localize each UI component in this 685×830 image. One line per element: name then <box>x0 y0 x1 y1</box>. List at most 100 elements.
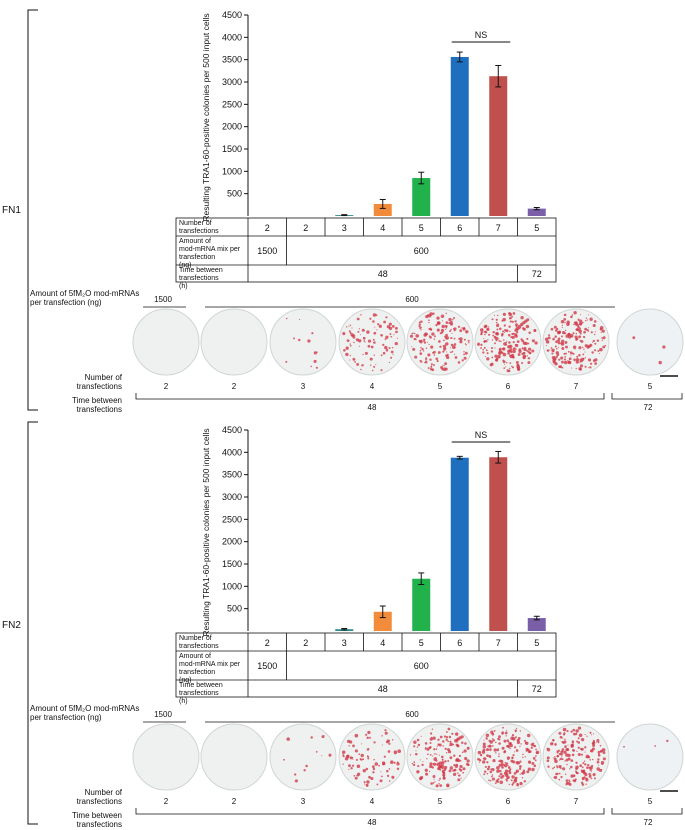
colony-dot <box>465 343 467 346</box>
colony-dot <box>520 781 522 784</box>
colony-dot <box>392 354 394 356</box>
colony-dot <box>527 767 532 771</box>
bar <box>489 457 508 631</box>
colony-dot <box>488 333 491 336</box>
colony-dot <box>580 781 584 784</box>
colony-dot <box>570 774 574 778</box>
colony-dot <box>364 341 366 343</box>
wells-num-value: 7 <box>574 382 579 391</box>
colony-dot <box>439 784 443 787</box>
colony-dot <box>586 319 589 321</box>
colony-dot <box>349 331 352 334</box>
colony-dot <box>344 757 349 761</box>
colony-dot <box>436 316 440 320</box>
bar <box>412 178 431 216</box>
colony-dot <box>425 746 427 749</box>
colony-dot <box>547 336 551 340</box>
table-frame <box>175 632 557 698</box>
colony-dot <box>348 768 350 770</box>
colony-dot <box>495 331 499 336</box>
colony-dot <box>462 767 466 771</box>
colony-dot <box>513 772 517 775</box>
colony-dot <box>442 771 445 774</box>
colony-dot <box>485 349 488 352</box>
colony-dot <box>554 775 558 780</box>
colony-dot <box>482 348 485 351</box>
colony-dot <box>576 740 579 743</box>
colony-dot <box>559 759 561 761</box>
colony-dot <box>492 759 496 763</box>
colony-dot <box>346 339 350 343</box>
colony-dot <box>396 762 400 766</box>
colony-dot <box>564 352 567 355</box>
colony-dot <box>435 357 439 361</box>
colony-dot <box>545 340 550 344</box>
colony-dot <box>575 357 580 362</box>
colony-dot <box>570 765 573 769</box>
colony-dot <box>512 754 515 757</box>
colony-dot <box>483 337 485 340</box>
colony-dot <box>565 748 569 752</box>
colony-dot <box>490 350 494 353</box>
colony-dot <box>574 335 578 339</box>
wells-num-value: 4 <box>370 382 375 391</box>
colony-dot <box>463 353 466 356</box>
colony-dot <box>590 362 593 365</box>
colony-dot <box>508 783 510 786</box>
colony-dot <box>503 739 507 743</box>
colony-dot <box>488 744 492 748</box>
colony-dot <box>564 321 566 324</box>
colony-dot <box>548 334 551 337</box>
colony-dot <box>450 343 454 347</box>
table-cell: 5 <box>419 638 424 648</box>
colony-dot <box>561 740 564 743</box>
colony-dot <box>500 340 502 343</box>
colony-dot <box>480 347 482 349</box>
colony-dot <box>424 768 428 772</box>
colony-dot <box>594 349 597 352</box>
colony-dot <box>486 328 489 330</box>
y-tick-label: 500 <box>227 189 242 199</box>
colony-dot <box>561 756 563 758</box>
colony-dot <box>577 752 581 757</box>
colony-dot <box>461 751 464 754</box>
wells-time-bracket <box>135 808 605 815</box>
colony-dot <box>419 777 422 781</box>
colony-dot <box>582 335 586 339</box>
well-plate <box>338 308 406 376</box>
colony-dot <box>601 329 605 333</box>
colony-dot <box>425 357 428 360</box>
table-cell: 7 <box>496 638 501 648</box>
colony-dot <box>427 753 429 756</box>
colony-dot <box>483 325 487 329</box>
colony-dot <box>366 330 370 334</box>
wells-amount-label: Amount of 5fM₂O mod-mRNAs per transfectio… <box>30 704 139 722</box>
colony-dot <box>354 749 358 753</box>
colony-dot <box>461 741 464 745</box>
colony-dot <box>489 363 493 367</box>
colony-dot <box>414 753 417 755</box>
colony-dot <box>491 318 494 321</box>
colony-dot <box>429 737 433 741</box>
colony-dot <box>462 771 465 774</box>
colony-dot <box>440 328 445 333</box>
colony-dot <box>441 758 444 761</box>
colony-dot <box>434 753 436 755</box>
colony-dot <box>381 744 383 746</box>
colony-dot <box>555 329 558 332</box>
colony-dot <box>411 763 414 765</box>
colony-dot <box>571 753 575 757</box>
colony-dot <box>508 325 511 328</box>
colony-dot <box>584 365 587 368</box>
colony-dot <box>460 735 464 739</box>
colony-dot <box>364 351 368 355</box>
colony-dot <box>422 338 426 342</box>
colony-dot <box>602 751 606 755</box>
colony-dot <box>589 366 592 369</box>
colony-dot <box>429 328 431 330</box>
colony-dot <box>352 357 356 361</box>
colony-dot <box>575 332 578 335</box>
colony-dot <box>555 744 557 747</box>
colony-dot <box>590 774 592 776</box>
colony-dot <box>557 337 561 341</box>
